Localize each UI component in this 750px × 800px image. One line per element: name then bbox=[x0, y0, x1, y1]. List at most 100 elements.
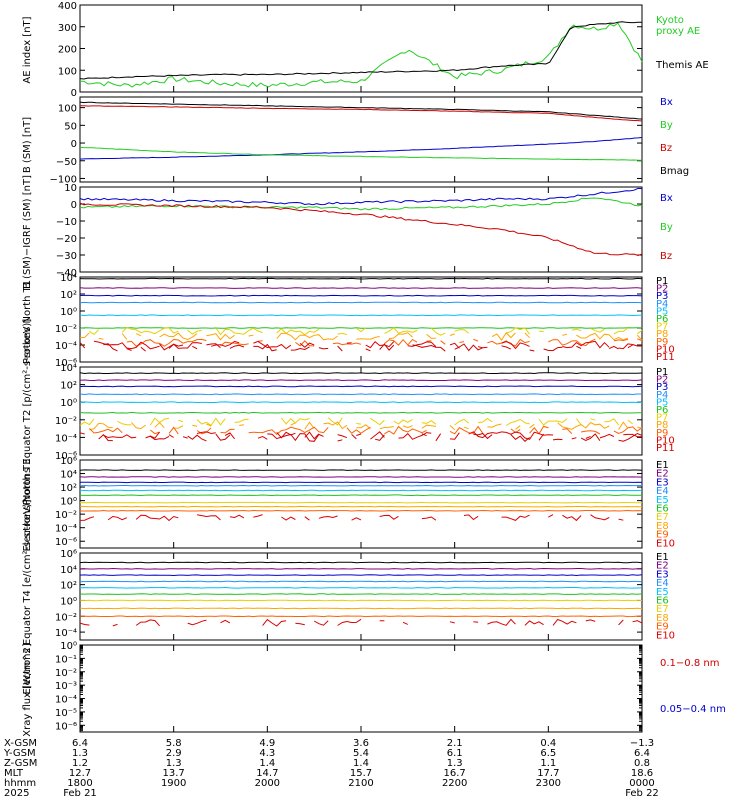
xray-legend-0.1−0.8-nm: 0.1−0.8 nm bbox=[660, 658, 719, 669]
ee-legend-e6: E6 bbox=[656, 596, 669, 607]
ephem-cell: 17.7 bbox=[537, 768, 559, 779]
pe-legend-p5: P5 bbox=[656, 397, 668, 408]
pn-ylabel: Protons North T1 bbox=[22, 280, 33, 364]
ephem-cell: 6.1 bbox=[447, 748, 463, 759]
ephem-cell: 2000 bbox=[255, 778, 280, 789]
xray-frame bbox=[79, 644, 643, 733]
bigrf-legend-bz: Bz bbox=[660, 251, 672, 262]
ephem-cell: 1.2 bbox=[72, 758, 88, 769]
en-series-e4 bbox=[79, 484, 643, 487]
ae-legend-themis-ae: Themis AE bbox=[655, 60, 709, 71]
pe-ytick-label: 10⁻⁴ bbox=[55, 433, 77, 444]
pn-series-p2 bbox=[79, 287, 643, 289]
pn-legend-p1: P1 bbox=[656, 276, 668, 287]
en-legend-e10: E10 bbox=[656, 538, 675, 549]
ae-series-themis-ae bbox=[79, 21, 642, 80]
xray-ylabel: Xray flux [W/m^2] bbox=[22, 643, 33, 737]
ee-ytick-label: 10⁻⁴ bbox=[55, 628, 77, 639]
bsm-series-bz bbox=[80, 105, 643, 122]
ephem-cell: 15.7 bbox=[350, 768, 372, 779]
en-series-e6 bbox=[79, 494, 643, 497]
ephem-cell: Feb 21 bbox=[63, 788, 97, 799]
bsm-ylabel: B (SM) [nT] bbox=[22, 117, 33, 173]
ee-ytick-label: 10⁻² bbox=[55, 612, 77, 623]
en-legend-e3: E3 bbox=[656, 477, 669, 488]
ephem-cell: 4.9 bbox=[259, 738, 275, 749]
pn-series-p11 bbox=[103, 343, 633, 352]
ee-ytick-label: 10² bbox=[60, 581, 77, 592]
ephem-row-label: Y-GSM bbox=[3, 748, 36, 759]
bsm-legend-bmag: Bmag bbox=[660, 166, 689, 177]
en-series-e3 bbox=[80, 481, 643, 484]
ephem-cell: 4.3 bbox=[259, 748, 275, 759]
ee-series-e3 bbox=[79, 574, 643, 577]
bigrf-ylabel: B (SM)−IGRF (SM) [nT] bbox=[22, 175, 33, 289]
en-ytick-label: 10⁻⁴ bbox=[55, 524, 77, 535]
ephem-cell: Feb 22 bbox=[625, 788, 659, 799]
pe-series-p8 bbox=[89, 421, 643, 431]
pn-series-p7 bbox=[89, 327, 643, 336]
ephem-cell: 1.4 bbox=[259, 758, 275, 769]
ee-series-e10 bbox=[79, 618, 643, 627]
ephem-cell: 1900 bbox=[161, 778, 186, 789]
bsm-legend-bx: Bx bbox=[660, 97, 673, 108]
pe-series-p6 bbox=[79, 411, 643, 414]
pe-series-p4 bbox=[79, 393, 642, 396]
pe-series-p10 bbox=[79, 431, 643, 440]
ephem-cell: 1.4 bbox=[353, 758, 369, 769]
pe-series-p7 bbox=[79, 417, 633, 426]
en-legend-e9: E9 bbox=[656, 530, 669, 541]
ephem-cell: 2200 bbox=[442, 778, 467, 789]
pe-series-p2 bbox=[79, 379, 643, 382]
pn-legend-p10: P10 bbox=[656, 344, 675, 355]
en-ylabel: Electrons North T3 bbox=[22, 458, 33, 551]
ephem-cell: 2.1 bbox=[447, 738, 463, 749]
bsm-ytick-label: 100 bbox=[58, 104, 77, 115]
xray-ytick-label: 10⁻³ bbox=[55, 681, 77, 692]
en-ytick-label: 10⁶ bbox=[60, 456, 77, 467]
ee-series-e6 bbox=[79, 593, 643, 595]
ephem-cell: 2.9 bbox=[166, 748, 182, 759]
en-series-e8 bbox=[79, 505, 643, 508]
ephem-cell: 0.4 bbox=[540, 738, 556, 749]
ae-legend-kyoto: Kyoto bbox=[656, 15, 684, 26]
pn-legend-p4: P4 bbox=[656, 299, 668, 310]
pn-legend-p9: P9 bbox=[656, 337, 668, 348]
en-legend-e5: E5 bbox=[656, 495, 669, 506]
pn-ytick-label: 10² bbox=[60, 290, 77, 301]
en-frame bbox=[79, 459, 643, 549]
ephem-cell: 1.3 bbox=[447, 758, 463, 769]
ee-ytick-label: 10⁴ bbox=[60, 565, 77, 576]
bigrf-legend-bx: Bx bbox=[660, 193, 673, 204]
ee-series-e4 bbox=[80, 580, 643, 583]
bigrf-ytick-label: 0 bbox=[71, 200, 77, 211]
pn-ytick-label: 10⁰ bbox=[60, 307, 77, 318]
xray-ytick-label: 10⁻² bbox=[55, 668, 77, 679]
ephem-row-label: 2025 bbox=[4, 788, 29, 799]
pn-legend-p5: P5 bbox=[656, 306, 668, 317]
pn-series-p3 bbox=[79, 294, 643, 297]
ephem-cell: 13.7 bbox=[163, 768, 185, 779]
ae-ylabel: AE index [nT] bbox=[22, 16, 33, 83]
panel-group: 4003002001000100500−50−100100−10−20−30−4… bbox=[50, 1, 726, 733]
ephem-cell: 6.4 bbox=[72, 738, 88, 749]
ee-series-e1 bbox=[79, 561, 643, 564]
pe-ytick-label: 10⁻² bbox=[55, 416, 77, 427]
ee-legend-e2: E2 bbox=[656, 561, 669, 572]
ephem-cell: 18.6 bbox=[631, 768, 653, 779]
pn-legend-p6: P6 bbox=[656, 314, 668, 325]
ee-frame bbox=[79, 552, 643, 641]
en-legend-e6: E6 bbox=[656, 504, 669, 515]
ee-series-e9 bbox=[79, 615, 643, 618]
ae-ytick-label: 0 bbox=[71, 88, 77, 99]
pn-ytick-label: 10⁻⁴ bbox=[55, 341, 77, 352]
en-ytick-label: 10² bbox=[60, 483, 77, 494]
pe-legend-p10: P10 bbox=[656, 435, 675, 446]
pe-series-p9 bbox=[89, 425, 643, 435]
ae-ytick-label: 400 bbox=[58, 1, 77, 12]
bigrf-ytick-label: 10 bbox=[64, 183, 77, 194]
bsm-series-bmag bbox=[79, 101, 643, 120]
bsm-series-bx bbox=[79, 137, 643, 160]
pn-legend-p3: P3 bbox=[656, 291, 668, 302]
pe-ytick-label: 10² bbox=[60, 381, 77, 392]
